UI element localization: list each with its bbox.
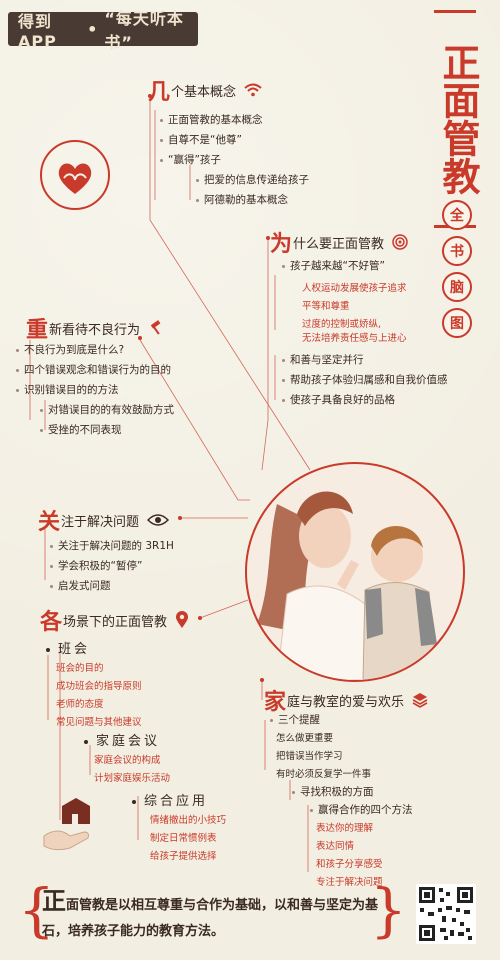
mother-child-illustration (245, 462, 465, 682)
love-item-3: 把错误当作学习 (276, 751, 343, 762)
qr-code[interactable] (416, 884, 476, 944)
rethink-item-3: 识别错误目的的方法 (16, 382, 119, 397)
focus-item-3: 启发式问题 (50, 578, 111, 593)
target-icon (392, 234, 408, 250)
section-love-label: 庭与教室的爱与欢乐 (287, 694, 405, 710)
section-why-label: 什么要正面管教 (293, 236, 385, 252)
left-brace: { (18, 876, 55, 944)
subtitle-char-4: 图 (442, 308, 472, 338)
class-item-1: 班会的目的 (56, 663, 104, 674)
main-title: 正面管教 (436, 43, 481, 195)
subtitle-char-3: 脑 (442, 272, 472, 302)
general-item-3: 给孩子提供选择 (150, 851, 217, 862)
section-concepts-title: 几 个基本概念 (148, 74, 262, 106)
section-scenes-label: 场景下的正面管教 (63, 614, 168, 630)
brand-separator: • (87, 19, 99, 39)
brand-badge: 得到APP • “每天听本书” (8, 9, 198, 52)
section-focus-title: 关 注于解决问题 (38, 504, 170, 536)
love-item-4: 有时必须反复学一件事 (276, 769, 372, 780)
why-item-4: 过度的控制或娇纵, (302, 319, 382, 330)
why-item-5: 无法培养责任感与上进心 (302, 333, 407, 344)
why-item-6: 和善与坚定并行 (282, 352, 364, 367)
concepts-item-1: 正面管教的基本概念 (160, 112, 263, 127)
right-brace: } (370, 876, 407, 944)
class-item-4: 常见问题与其他建议 (56, 717, 142, 728)
section-concepts-label: 个基本概念 (171, 84, 237, 100)
concepts-item-5: 阿德勒的基本概念 (196, 192, 288, 207)
section-why-initial: 为 (270, 231, 293, 257)
class-item-3: 老师的态度 (56, 699, 104, 710)
class-item-2: 成功班会的指导原则 (56, 681, 142, 692)
why-item-8: 使孩子具备良好的品格 (282, 392, 395, 407)
why-item-1: 孩子越来越“不好管” (282, 258, 385, 273)
general-item-2: 制定日常惯例表 (150, 833, 217, 844)
family-item-2: 计划家庭娱乐活动 (94, 773, 171, 784)
focus-item-2: 学会积极的“暂停” (50, 558, 142, 573)
section-focus-initial: 关 (38, 509, 61, 535)
hands-heart-icon (40, 140, 110, 210)
section-rethink-label: 新看待不良行为 (49, 322, 141, 338)
brand-slogan: “每天听本书” (104, 9, 184, 52)
title-top-rule (434, 10, 476, 13)
rethink-item-1: 不良行为到底是什么? (16, 342, 124, 357)
rethink-item-2: 四个错误观念和错误行为的目的 (16, 362, 171, 377)
rethink-item-5: 受挫的不同表现 (40, 422, 122, 437)
family-meeting-title: 家庭会议 (84, 730, 160, 749)
why-item-2: 人权运动发展使孩子追求 (302, 283, 407, 294)
subtitle-char-1: 全 (442, 200, 472, 230)
concepts-item-3: “赢得”孩子 (160, 152, 221, 167)
section-scenes-initial: 各 (40, 609, 63, 635)
section-rethink-title: 重 新看待不良行为 (26, 312, 164, 344)
wifi-icon (244, 83, 262, 97)
love-item-6: 赢得合作的四个方法 (310, 802, 413, 817)
section-why-title: 为 什么要正面管教 (270, 226, 408, 258)
section-focus-label: 注于解决问题 (61, 514, 140, 530)
concepts-item-4: 把爱的信息传递给孩子 (196, 172, 309, 187)
house-hand-icon (40, 796, 100, 856)
section-concepts-initial: 几 (148, 79, 171, 105)
concepts-item-2: 自尊不是“他尊” (160, 132, 242, 147)
subtitle-char-2: 书 (442, 236, 472, 266)
love-item-1: 三个提醒 (270, 712, 320, 727)
summary-text: 正面管教是以相互尊重与合作为基础，以和善与坚定为基石，培养孩子能力的教育方法。 (42, 886, 379, 940)
family-item-1: 家庭会议的构成 (94, 755, 161, 766)
main-title-block: 正面管教 (434, 10, 481, 228)
focus-item-1: 关注于解决问题的 3R1H (50, 538, 174, 553)
general-application-title: 综合应用 (132, 790, 208, 809)
why-item-7: 帮助孩子体验归属感和自我价值感 (282, 372, 448, 387)
subtitle-circles: 全 书 脑 图 (442, 200, 472, 344)
section-rethink-initial: 重 (26, 317, 49, 343)
section-love-initial: 家 (264, 689, 287, 715)
love-item-10: 专注于解决问题 (316, 877, 383, 888)
rethink-item-4: 对错误目的的有效鼓励方式 (40, 402, 174, 417)
summary-quote: { 正面管教是以相互尊重与合作为基础，以和善与坚定为基石，培养孩子能力的教育方法… (18, 876, 407, 948)
layers-icon (412, 692, 428, 708)
love-item-2: 怎么做更重要 (276, 733, 334, 744)
general-item-1: 情绪撤出的小技巧 (150, 815, 227, 826)
love-item-9: 和孩子分享感受 (316, 859, 383, 870)
hammer-icon (148, 320, 164, 336)
love-item-8: 表达同情 (316, 841, 355, 852)
class-meeting-title: 班会 (46, 638, 90, 657)
love-item-7: 表达你的理解 (316, 823, 374, 834)
section-love-title: 家 庭与教室的爱与欢乐 (264, 684, 428, 716)
eye-icon (147, 513, 170, 527)
section-scenes-title: 各 场景下的正面管教 (40, 604, 189, 636)
map-pin-icon (175, 611, 189, 629)
why-item-3: 平等和尊重 (302, 301, 350, 312)
love-item-5: 寻找积极的方面 (292, 784, 374, 799)
brand-name: 得到APP (18, 11, 57, 51)
